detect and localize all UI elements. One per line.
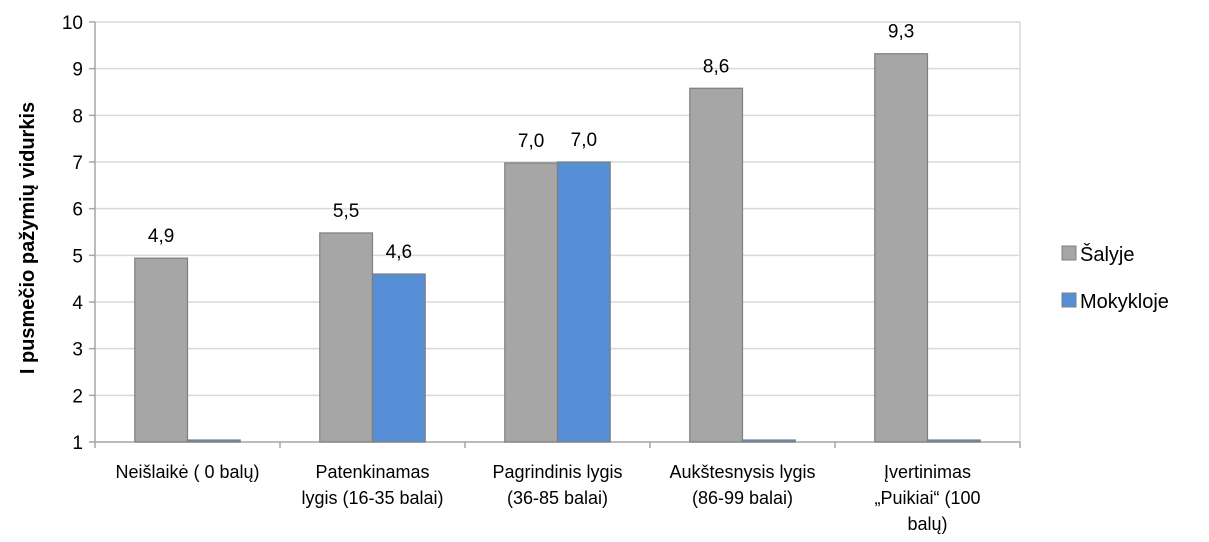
legend-label-mokykloje: Mokykloje: [1080, 291, 1169, 313]
data-label-salyje-4: 9,3: [888, 22, 914, 43]
y-tick-label-6: 7: [72, 153, 83, 174]
data-label-salyje-2: 7,0: [518, 131, 544, 152]
x-axis-categories: Neišlaikė ( 0 balų) Patenkinamas lygis (16…: [115, 462, 980, 534]
category-label-4-line-2: balų): [907, 514, 947, 534]
y-axis-title: I pusmečio pažymių vidurkis: [17, 102, 39, 374]
y-tick-label-1: 2: [72, 386, 83, 407]
bar-salyje-2: [504, 162, 559, 443]
y-tick-label-3: 4: [72, 293, 83, 314]
data-label-salyje-1: 5,5: [333, 201, 359, 222]
category-label-0-line-0: Neišlaikė ( 0 balų): [115, 462, 259, 482]
category-label-3-line-1: (86-99 balai): [692, 488, 793, 508]
data-labels: 4,9 5,5 7,0 8,6 9,3 4,6 7,0: [148, 22, 914, 263]
y-tick-label-9: 10: [62, 13, 83, 34]
bar-mokykloje-1: [371, 273, 426, 443]
bar-salyje-1: [319, 232, 374, 443]
legend-label-salyje: Šalyje: [1080, 243, 1134, 266]
legend: Šalyje Mokykloje: [1061, 243, 1169, 313]
category-label-1-line-0: Patenkinamas: [315, 462, 429, 482]
category-label-1-line-1: lygis (16-35 balai): [301, 488, 443, 508]
y-tick-label-5: 6: [72, 200, 83, 221]
data-label-mokykloje-2: 7,0: [571, 130, 597, 151]
data-label-salyje-0: 4,9: [148, 226, 174, 247]
bar-salyje-3: [689, 87, 744, 443]
category-label-2-line-0: Pagrindinis lygis: [492, 462, 622, 482]
legend-swatch-salyje: [1061, 245, 1077, 261]
y-tick-label-0: 1: [72, 433, 83, 454]
data-label-mokykloje-1: 4,6: [386, 242, 412, 263]
y-tick-label-7: 8: [72, 106, 83, 127]
y-tick-label-2: 3: [72, 340, 83, 361]
legend-swatch-mokykloje: [1061, 292, 1077, 308]
category-label-4-line-0: Įvertinimas: [884, 462, 971, 482]
data-label-salyje-3: 8,6: [703, 56, 729, 77]
bar-mokykloje-3: [741, 439, 796, 443]
y-tick-label-8: 9: [72, 60, 83, 81]
bar-salyje-0: [134, 257, 189, 443]
bar-mokykloje-2: [556, 161, 611, 443]
bar-mokykloje-4: [926, 439, 981, 443]
bars: [134, 53, 981, 443]
y-axis-ticks: 1 2 3 4 5 6 7 8 9 10: [62, 13, 95, 454]
bar-mokykloje-0: [186, 439, 241, 443]
category-label-2-line-1: (36-85 balai): [507, 488, 608, 508]
category-label-4-line-1: „Puikiai“ (100: [874, 488, 980, 508]
y-tick-label-4: 5: [72, 246, 83, 267]
bar-salyje-4: [874, 53, 929, 443]
category-label-3-line-0: Aukštesnysis lygis: [669, 462, 815, 482]
